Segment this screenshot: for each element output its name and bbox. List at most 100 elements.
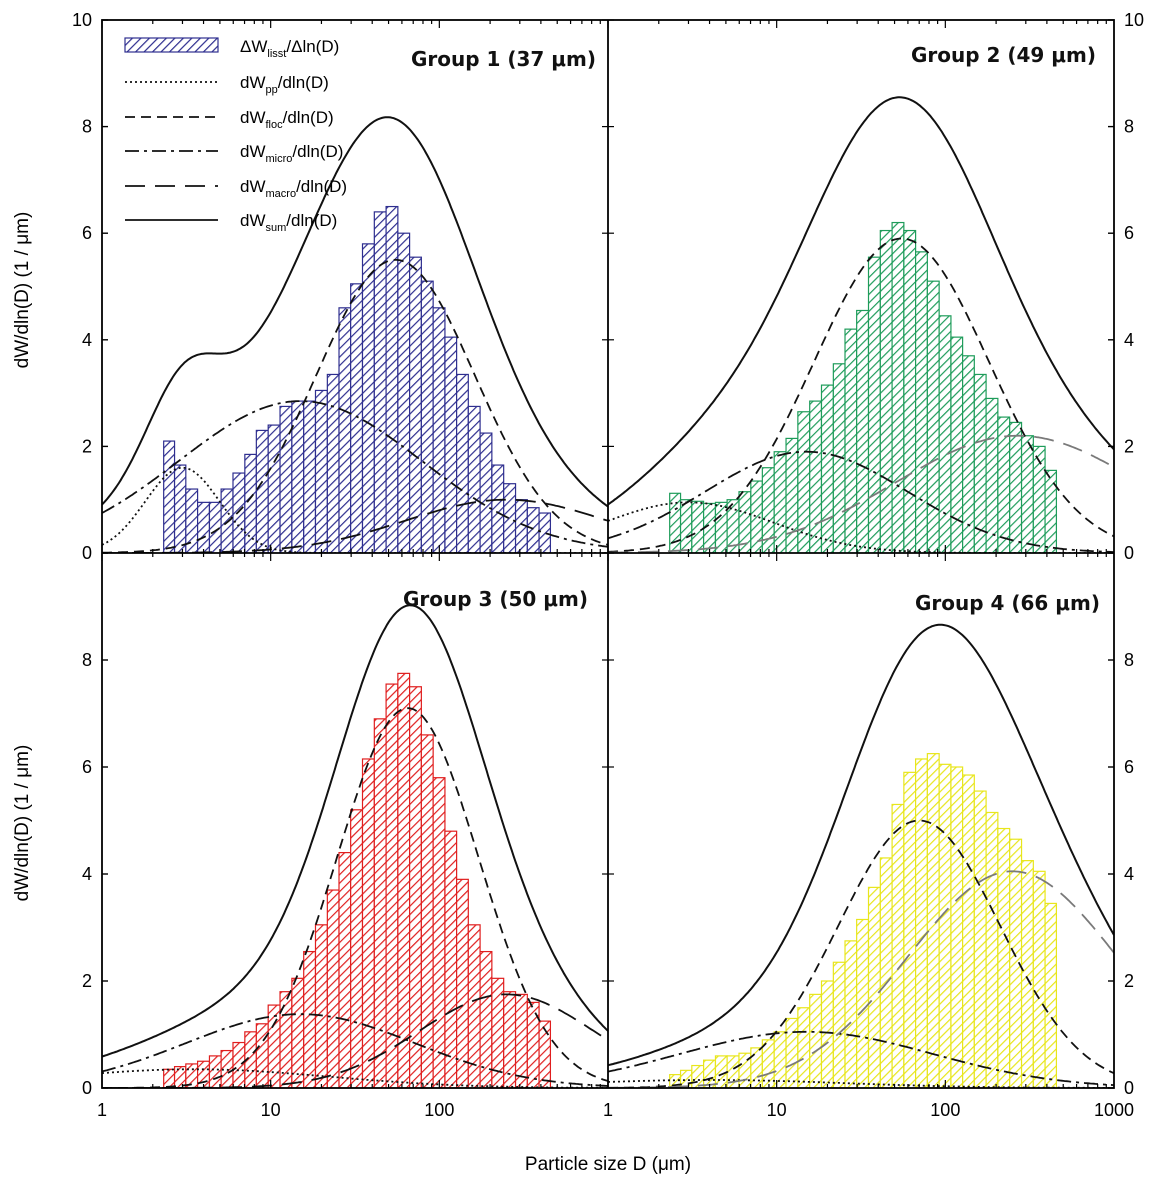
- bar: [891, 221, 905, 553]
- bar: [267, 1004, 281, 1088]
- bar: [326, 373, 340, 553]
- curve-sum: [102, 116, 608, 508]
- bar: [220, 488, 234, 553]
- y-tick-label: 6: [1124, 757, 1134, 777]
- x-tick-label: 10: [261, 1100, 281, 1120]
- x-tick-label: 1: [97, 1100, 107, 1120]
- y-tick-label: 4: [1124, 330, 1134, 350]
- panel-3: Group 3 (50 μm): [102, 587, 608, 1088]
- y-axis-title-bottom: dW/dln(D) (1 / μm): [12, 745, 33, 902]
- y-tick-label: 8: [1124, 650, 1134, 670]
- legend-item-pp: dWpp/dln(D): [125, 73, 329, 96]
- panels: Group 1 (37 μm) Group 2 (49 μm) Group 3 (5…: [102, 43, 1114, 1088]
- legend-label: ΔWlisst/Δln(D): [240, 37, 339, 60]
- x-tick-label: 100: [930, 1100, 960, 1120]
- legend-item-macro: dWmacro/dln(D): [125, 177, 347, 200]
- bar: [538, 1020, 552, 1088]
- bar: [255, 1023, 269, 1088]
- bar: [797, 411, 811, 553]
- bar: [1044, 902, 1058, 1088]
- x-tick-label: 10: [767, 1100, 787, 1120]
- panel-title: Group 1 (37 μm): [411, 47, 596, 71]
- bar: [397, 672, 411, 1088]
- bar: [538, 512, 552, 553]
- bar: [361, 758, 375, 1088]
- legend-label: dWpp/dln(D): [240, 73, 329, 96]
- y-tick-label: 4: [1124, 864, 1134, 884]
- panel-4: Group 4 (66 μm): [608, 591, 1114, 1088]
- bar: [163, 440, 176, 553]
- bar: [938, 763, 952, 1088]
- bar: [1044, 469, 1058, 553]
- bar: [832, 961, 846, 1088]
- x-axis-title: Particle size D (μm): [525, 1154, 691, 1175]
- bar: [456, 373, 469, 553]
- curve-sum: [102, 604, 608, 1058]
- y-tick-label: 10: [72, 10, 92, 30]
- bar: [809, 400, 823, 553]
- legend-item-lisst: ΔWlisst/Δln(D): [124, 37, 339, 60]
- bar: [950, 766, 964, 1088]
- bar: [820, 980, 834, 1088]
- curve-micro: [102, 400, 608, 548]
- bar: [785, 437, 799, 553]
- curve-micro: [102, 1013, 608, 1087]
- bar: [361, 243, 375, 553]
- bar: [503, 483, 517, 553]
- bar: [903, 229, 917, 553]
- bar: [208, 501, 222, 553]
- bar: [973, 790, 987, 1088]
- bar: [491, 464, 505, 553]
- bar: [773, 1031, 787, 1088]
- y-tick-label: 2: [82, 971, 92, 991]
- legend: ΔWlisst/Δln(D) dWpp/dln(D) dWfloc/dln(D) dW…: [124, 37, 347, 234]
- bar: [385, 683, 399, 1088]
- curve-sum: [608, 96, 1114, 506]
- bar: [1032, 870, 1046, 1088]
- bar: [809, 993, 823, 1088]
- bar: [314, 389, 328, 553]
- bar: [255, 429, 269, 553]
- curve-sum: [608, 623, 1114, 1067]
- bar: [962, 355, 975, 553]
- bar: [938, 315, 952, 553]
- bar: [879, 229, 893, 553]
- y-tick-label: 10: [1124, 10, 1144, 30]
- bar: [479, 432, 493, 553]
- panel-title: Group 2 (49 μm): [911, 43, 1096, 67]
- y-tick-label: 6: [82, 223, 92, 243]
- bar: [326, 889, 340, 1088]
- bar: [1020, 435, 1034, 553]
- curve-floc: [608, 819, 1114, 1088]
- bar: [408, 256, 422, 553]
- x-tick-label: 1000: [1094, 1100, 1134, 1120]
- y-tick-label: 8: [82, 117, 92, 137]
- bar: [985, 811, 999, 1088]
- bar: [1009, 421, 1023, 553]
- y-tick-label: 6: [82, 757, 92, 777]
- bar: [279, 405, 293, 553]
- bar: [444, 336, 458, 553]
- bar: [291, 400, 305, 553]
- y-tick-label: 0: [82, 543, 92, 563]
- panel-2: Group 2 (49 μm): [608, 43, 1114, 553]
- y-tick-label: 8: [1124, 117, 1134, 137]
- bar: [373, 718, 387, 1088]
- x-tick-label: 1: [603, 1100, 613, 1120]
- y-axis-title-top: dW/dln(D) (1 / μm): [12, 212, 33, 369]
- bar: [196, 1060, 211, 1088]
- bar: [338, 851, 352, 1088]
- y-tick-label: 8: [82, 650, 92, 670]
- curve-floc: [102, 259, 608, 553]
- bar: [385, 205, 399, 553]
- bar: [797, 1007, 811, 1088]
- bar: [432, 307, 446, 553]
- bar: [844, 940, 858, 1088]
- legend-label: dWmicro/dln(D): [240, 142, 343, 165]
- bar: [467, 405, 481, 553]
- bar: [691, 500, 705, 553]
- curve-floc: [608, 237, 1114, 553]
- curve-macro: [608, 870, 1114, 1088]
- bar: [914, 758, 928, 1088]
